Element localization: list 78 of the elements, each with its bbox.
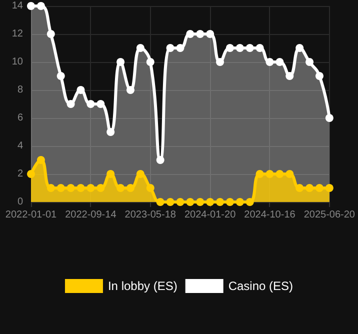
point bbox=[206, 30, 214, 38]
y-tick-label: 6 bbox=[17, 112, 24, 124]
point bbox=[96, 100, 105, 108]
point bbox=[86, 184, 95, 192]
point bbox=[226, 198, 234, 206]
y-tick-label: 12 bbox=[12, 28, 24, 40]
point bbox=[256, 44, 264, 52]
point bbox=[286, 72, 294, 80]
point bbox=[176, 198, 184, 206]
y-tick-label: 14 bbox=[12, 0, 24, 12]
point bbox=[216, 58, 224, 66]
point bbox=[296, 184, 304, 192]
point bbox=[146, 184, 154, 192]
point bbox=[216, 198, 224, 206]
point bbox=[116, 58, 125, 66]
x-tick-label: 2023-05-18 bbox=[124, 210, 176, 220]
point bbox=[56, 184, 65, 192]
point bbox=[276, 58, 284, 66]
point bbox=[136, 170, 144, 178]
point bbox=[76, 184, 85, 192]
point bbox=[36, 156, 45, 164]
point bbox=[306, 58, 314, 66]
point bbox=[36, 2, 45, 10]
point bbox=[236, 44, 244, 52]
point bbox=[236, 198, 244, 206]
point bbox=[106, 170, 115, 178]
point bbox=[156, 156, 164, 164]
point bbox=[196, 30, 204, 38]
y-tick-label: 8 bbox=[17, 84, 24, 96]
point bbox=[27, 2, 35, 10]
point bbox=[306, 184, 314, 192]
point bbox=[96, 184, 105, 192]
point bbox=[266, 58, 274, 66]
point bbox=[86, 100, 95, 108]
point bbox=[186, 198, 194, 206]
point bbox=[246, 44, 254, 52]
point bbox=[256, 170, 264, 178]
point bbox=[296, 44, 304, 52]
point bbox=[76, 86, 85, 94]
x-tick-label: 2024-01-20 bbox=[184, 210, 236, 220]
legend-label: In lobby (ES) bbox=[108, 279, 178, 293]
x-tick-label: 2022-01-01 bbox=[5, 210, 58, 220]
point bbox=[325, 184, 334, 192]
y-tick-label: 2 bbox=[17, 168, 24, 180]
y-tick-label: 4 bbox=[17, 140, 24, 152]
point bbox=[266, 170, 274, 178]
point bbox=[106, 128, 115, 136]
x-tick-label: 2024-10-16 bbox=[244, 210, 296, 220]
point bbox=[176, 44, 184, 52]
x-tick-label: 2022-09-14 bbox=[65, 210, 117, 220]
point bbox=[246, 198, 254, 206]
point bbox=[46, 30, 55, 38]
point bbox=[66, 184, 75, 192]
y-tick-label: 0 bbox=[17, 196, 24, 208]
point bbox=[226, 44, 234, 52]
point bbox=[206, 198, 214, 206]
point bbox=[156, 198, 164, 206]
x-tick-label: 2025-06-20 bbox=[304, 210, 356, 220]
point bbox=[325, 114, 334, 122]
point bbox=[126, 184, 134, 192]
point bbox=[315, 72, 324, 80]
point bbox=[136, 44, 144, 52]
point bbox=[166, 198, 174, 206]
legend-label: Casino (ES) bbox=[228, 279, 294, 293]
point bbox=[196, 198, 204, 206]
point bbox=[315, 184, 324, 192]
point bbox=[56, 72, 65, 80]
point bbox=[27, 170, 35, 178]
point bbox=[116, 184, 125, 192]
point bbox=[166, 44, 174, 52]
y-tick-label: 10 bbox=[12, 56, 24, 68]
point bbox=[286, 170, 294, 178]
point bbox=[146, 58, 154, 66]
point bbox=[186, 30, 194, 38]
point bbox=[66, 100, 75, 108]
point bbox=[126, 86, 134, 94]
point bbox=[276, 170, 284, 178]
point bbox=[46, 184, 55, 192]
